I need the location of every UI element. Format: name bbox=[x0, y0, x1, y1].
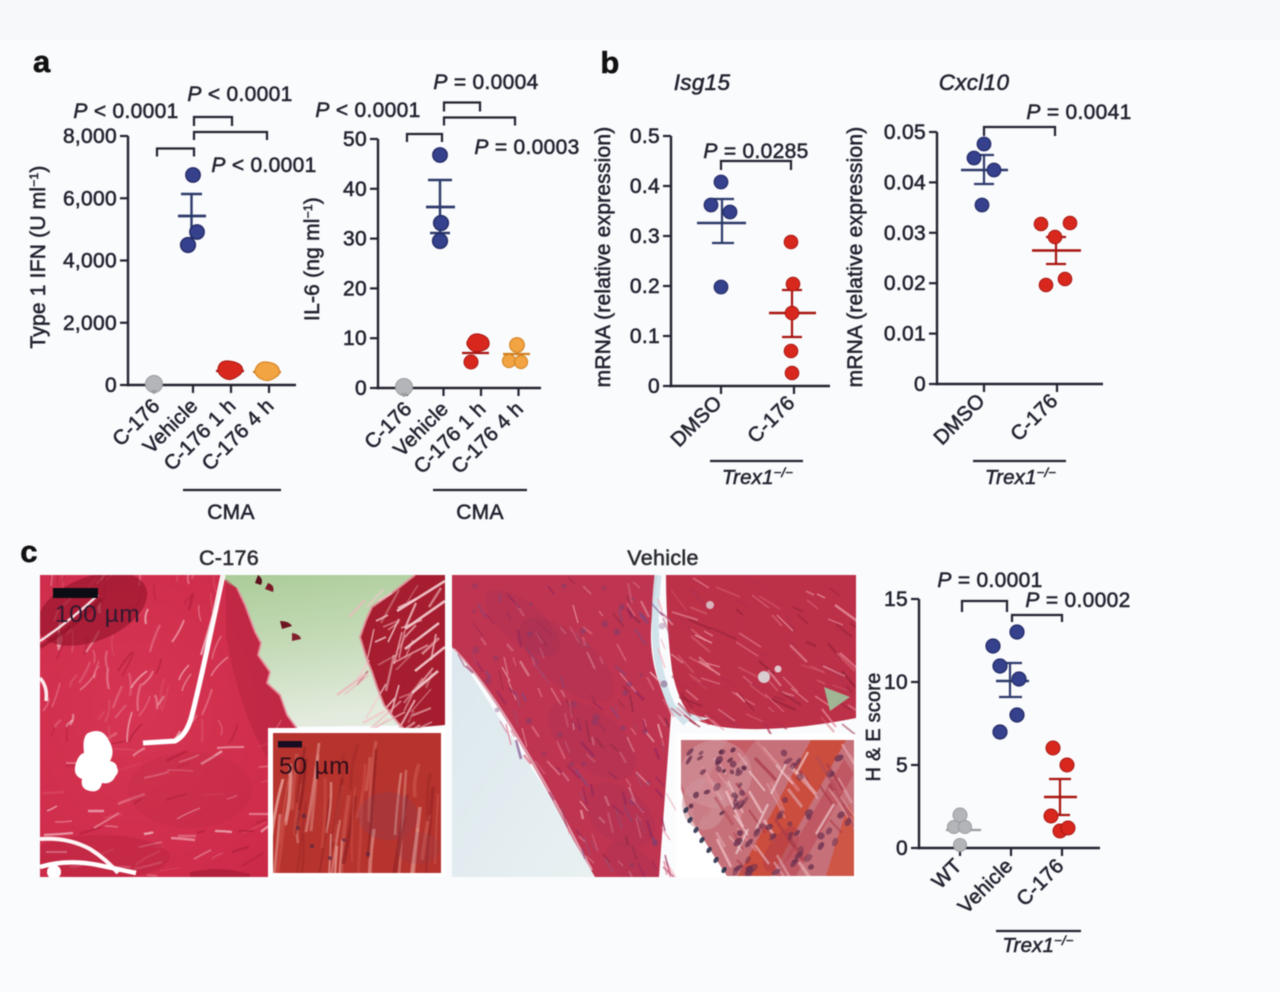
svg-text:5: 5 bbox=[896, 754, 908, 777]
svg-text:P = 0.0041: P = 0.0041 bbox=[1026, 101, 1131, 124]
svg-text:50 µm: 50 µm bbox=[279, 753, 350, 780]
svg-text:Cxcl10: Cxcl10 bbox=[939, 70, 1010, 95]
svg-text:P < 0.0001: P < 0.0001 bbox=[315, 99, 420, 122]
svg-text:Vehicle: Vehicle bbox=[627, 546, 698, 570]
svg-text:6,000: 6,000 bbox=[63, 187, 117, 210]
svg-text:0: 0 bbox=[355, 377, 367, 400]
svg-text:P < 0.0001: P < 0.0001 bbox=[211, 154, 316, 177]
svg-text:100 µm: 100 µm bbox=[55, 601, 140, 628]
svg-text:10: 10 bbox=[343, 327, 367, 350]
svg-text:CMA: CMA bbox=[207, 501, 255, 524]
svg-text:H & E score: H & E score bbox=[863, 673, 885, 782]
svg-text:c: c bbox=[20, 534, 38, 569]
svg-text:10: 10 bbox=[884, 671, 908, 694]
svg-text:P = 0.0001: P = 0.0001 bbox=[937, 569, 1042, 592]
svg-text:15: 15 bbox=[884, 588, 908, 611]
svg-text:20: 20 bbox=[343, 277, 367, 300]
svg-text:P < 0.0001: P < 0.0001 bbox=[73, 100, 178, 123]
svg-text:P < 0.0001: P < 0.0001 bbox=[187, 83, 292, 106]
svg-text:0.1: 0.1 bbox=[630, 325, 660, 348]
svg-text:P = 0.0004: P = 0.0004 bbox=[433, 71, 538, 94]
svg-text:Isg15: Isg15 bbox=[674, 70, 731, 95]
svg-text:IL-6 (ng ml−1): IL-6 (ng ml−1) bbox=[301, 197, 324, 321]
svg-text:4,000: 4,000 bbox=[63, 250, 117, 273]
svg-text:b: b bbox=[600, 45, 619, 80]
svg-text:0.02: 0.02 bbox=[884, 272, 926, 295]
svg-text:mRNA (relative expression): mRNA (relative expression) bbox=[844, 127, 867, 388]
svg-text:0.03: 0.03 bbox=[884, 222, 926, 245]
svg-text:P = 0.0002: P = 0.0002 bbox=[1025, 589, 1130, 612]
svg-text:0.2: 0.2 bbox=[630, 275, 660, 298]
svg-text:0.5: 0.5 bbox=[630, 125, 660, 148]
svg-text:0.05: 0.05 bbox=[884, 121, 926, 144]
svg-text:CMA: CMA bbox=[456, 501, 504, 524]
svg-text:0: 0 bbox=[914, 373, 926, 396]
svg-text:Type 1 IFN (U ml−1): Type 1 IFN (U ml−1) bbox=[27, 165, 50, 348]
svg-text:40: 40 bbox=[343, 178, 367, 201]
svg-text:0.3: 0.3 bbox=[630, 225, 660, 248]
svg-text:30: 30 bbox=[343, 228, 367, 251]
svg-text:2,000: 2,000 bbox=[63, 312, 117, 335]
svg-text:0.4: 0.4 bbox=[630, 175, 660, 198]
svg-text:mRNA (relative expression): mRNA (relative expression) bbox=[592, 127, 615, 388]
svg-text:0.04: 0.04 bbox=[884, 171, 926, 194]
svg-text:0: 0 bbox=[105, 374, 117, 397]
svg-text:0: 0 bbox=[896, 837, 908, 860]
svg-text:8,000: 8,000 bbox=[63, 125, 117, 148]
svg-text:a: a bbox=[33, 44, 51, 79]
svg-text:P = 0.0003: P = 0.0003 bbox=[474, 136, 579, 159]
svg-text:P = 0.0285: P = 0.0285 bbox=[703, 140, 808, 163]
svg-text:0: 0 bbox=[648, 375, 660, 398]
svg-text:0.01: 0.01 bbox=[884, 323, 926, 346]
svg-text:50: 50 bbox=[343, 128, 367, 151]
svg-text:C-176: C-176 bbox=[199, 546, 259, 570]
